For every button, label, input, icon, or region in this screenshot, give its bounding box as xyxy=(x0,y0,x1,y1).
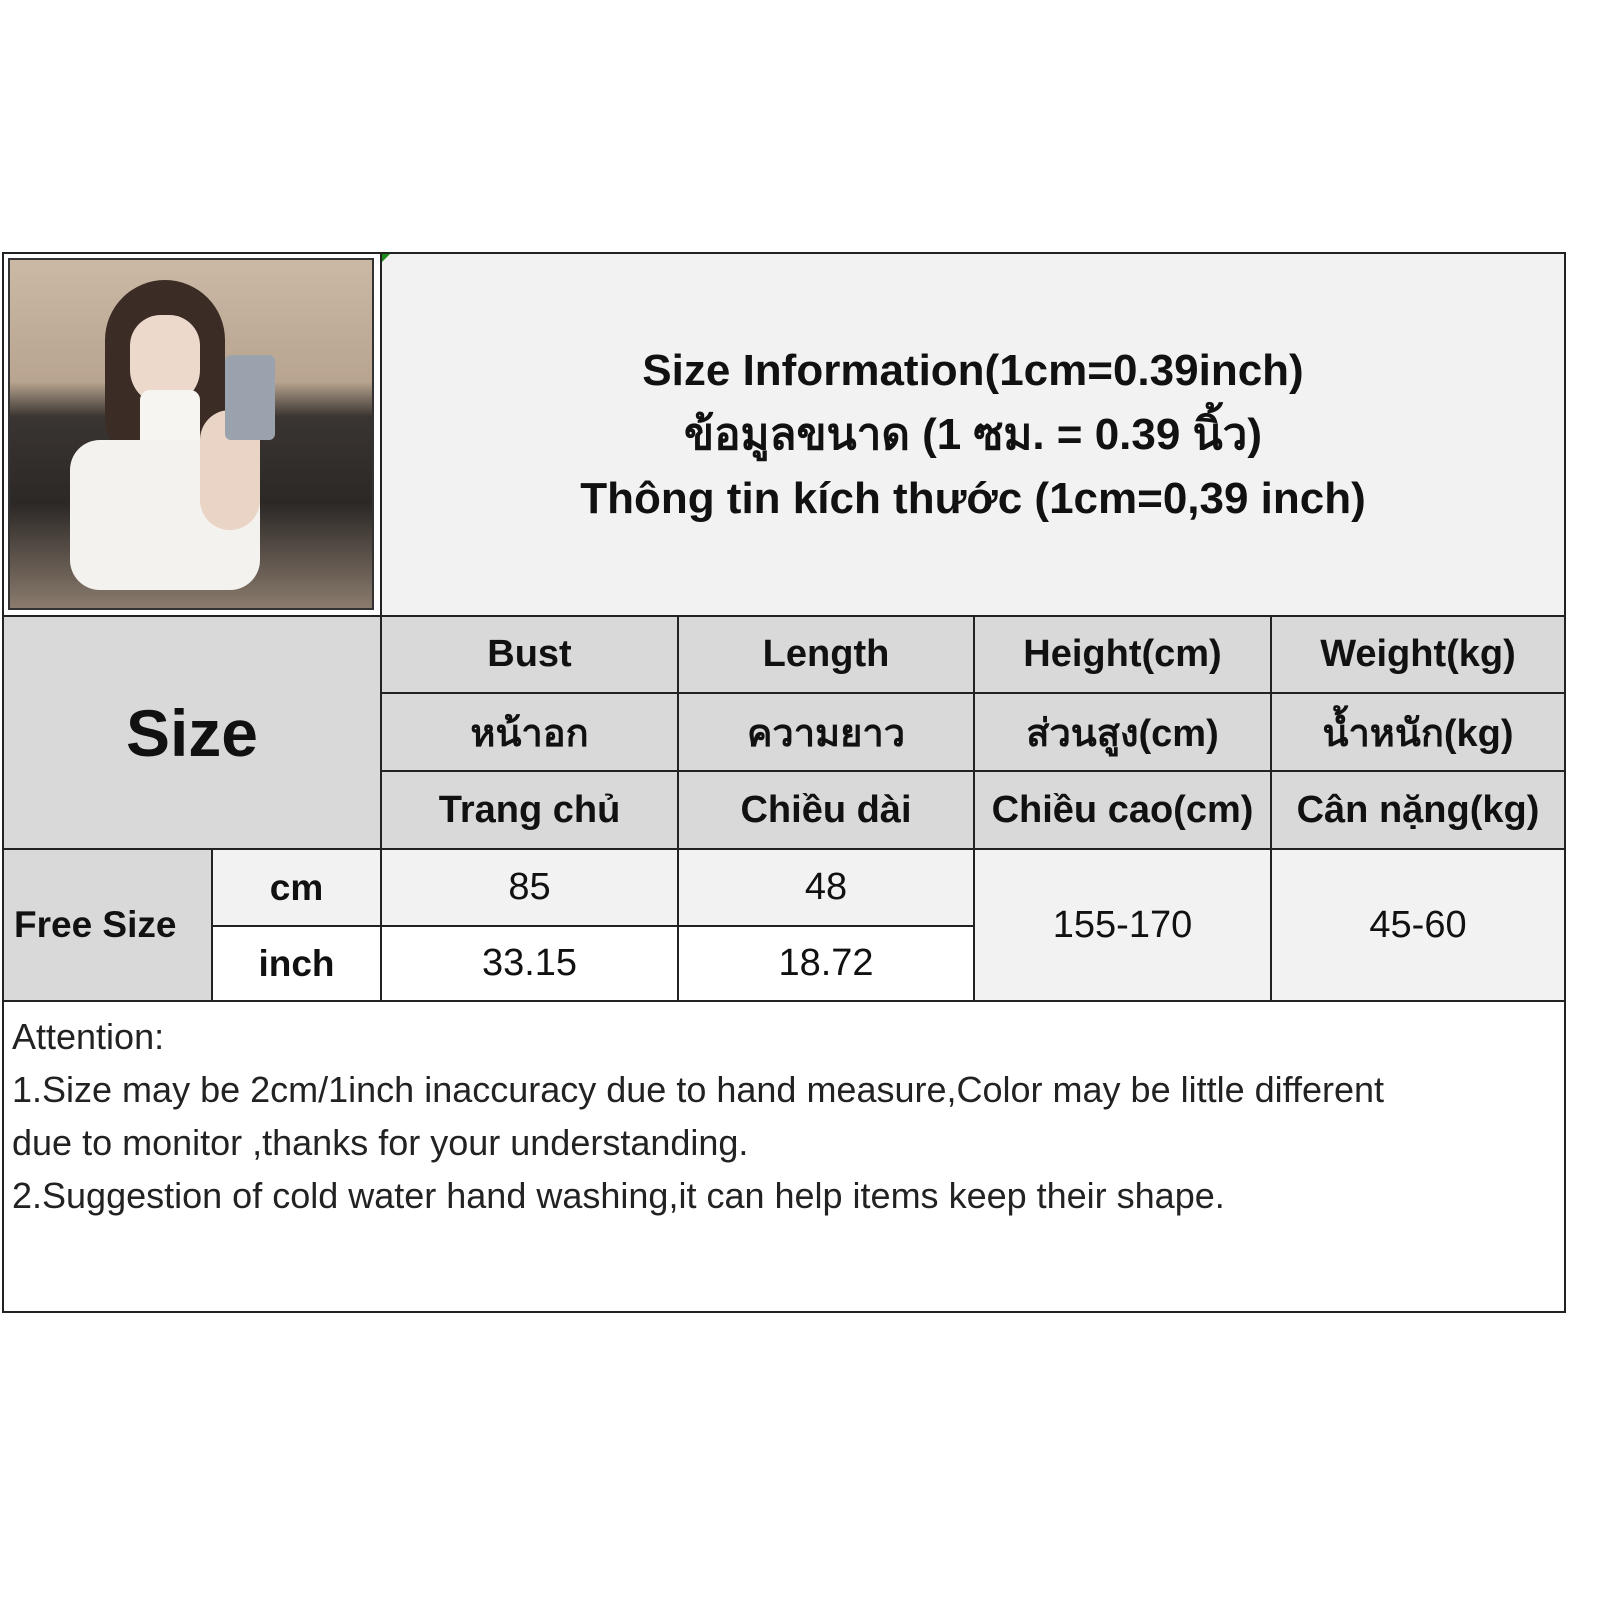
col-weight-vi: Cân nặng(kg) xyxy=(1270,770,1566,850)
attention-notes: Attention: 1.Size may be 2cm/1inch inacc… xyxy=(2,1000,1566,1313)
bust-inch: 33.15 xyxy=(380,925,679,1002)
col-weight-th: น้ำหนัก(kg) xyxy=(1270,692,1566,772)
length-inch: 18.72 xyxy=(677,925,975,1002)
col-length-en: Length xyxy=(677,615,975,694)
length-cm: 48 xyxy=(677,848,975,927)
title-cell: Size Information(1cm=0.39inch) ข้อมูลขนา… xyxy=(380,252,1566,617)
product-photo xyxy=(8,258,374,610)
col-weight-en: Weight(kg) xyxy=(1270,615,1566,694)
title-vi: Thông tin kích thước (1cm=0,39 inch) xyxy=(580,473,1366,523)
col-bust-vi: Trang chủ xyxy=(380,770,679,850)
size-header: Size xyxy=(2,615,382,850)
col-height-th: ส่วนสูง(cm) xyxy=(973,692,1272,772)
col-height-en: Height(cm) xyxy=(973,615,1272,694)
weight-range: 45-60 xyxy=(1270,848,1566,1002)
attention-heading: Attention: xyxy=(12,1016,165,1057)
row-label-free-size: Free Size xyxy=(2,848,213,1002)
col-length-vi: Chiều dài xyxy=(677,770,975,850)
attention-line-1: 1.Size may be 2cm/1inch inaccuracy due t… xyxy=(12,1069,1385,1110)
title-en: Size Information(1cm=0.39inch) xyxy=(642,345,1304,395)
attention-line-2: due to monitor ,thanks for your understa… xyxy=(12,1122,749,1163)
col-bust-en: Bust xyxy=(380,615,679,694)
title-th: ข้อมูลขนาด (1 ซม. = 0.39 นิ้ว) xyxy=(683,409,1262,459)
bust-cm: 85 xyxy=(380,848,679,927)
unit-cm: cm xyxy=(211,848,382,927)
unit-inch: inch xyxy=(211,925,382,1002)
col-length-th: ความยาว xyxy=(677,692,975,772)
col-height-vi: Chiều cao(cm) xyxy=(973,770,1272,850)
height-range: 155-170 xyxy=(973,848,1272,1002)
col-bust-th: หน้าอก xyxy=(380,692,679,772)
cell-marker xyxy=(382,254,390,262)
attention-line-3: 2.Suggestion of cold water hand washing,… xyxy=(12,1175,1225,1216)
